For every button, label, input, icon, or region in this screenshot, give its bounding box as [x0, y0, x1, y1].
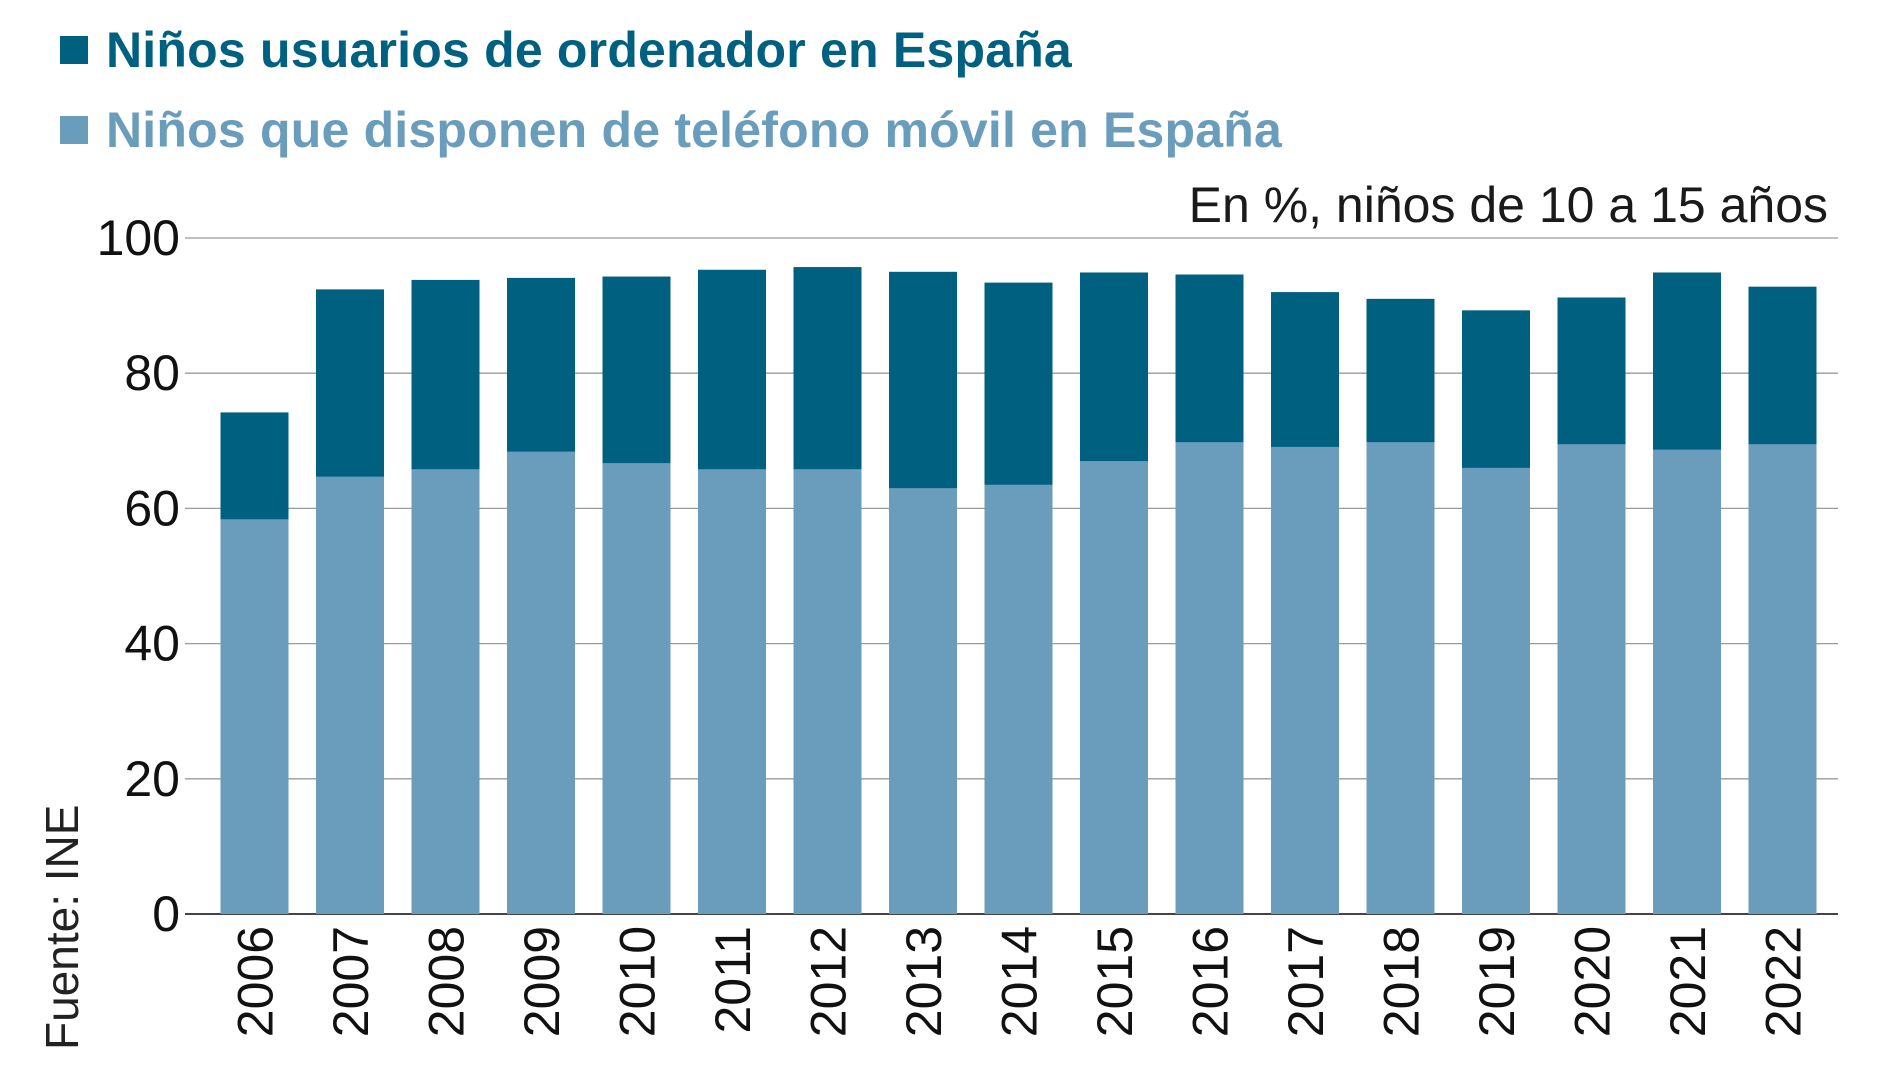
- x-tick-label-2021: 2021: [1660, 926, 1716, 1037]
- bar-mobile-2011: [698, 469, 766, 914]
- legend-item-computer: Niños usuarios de ordenador en España: [60, 10, 1282, 90]
- bar-mobile-2013: [889, 488, 957, 914]
- x-tick-label-2010: 2010: [610, 926, 666, 1037]
- x-tick-label-2016: 2016: [1183, 926, 1239, 1037]
- legend: Niños usuarios de ordenador en España Ni…: [60, 10, 1282, 170]
- x-tick-label-2006: 2006: [228, 926, 284, 1037]
- bar-mobile-2007: [316, 476, 384, 914]
- x-tick-label-2017: 2017: [1278, 926, 1334, 1037]
- y-tick-label-80: 80: [124, 345, 180, 401]
- bar-mobile-2017: [1271, 446, 1339, 914]
- x-tick-label-2009: 2009: [514, 926, 570, 1037]
- bar-mobile-2010: [602, 463, 671, 914]
- x-tick-label-2012: 2012: [801, 926, 857, 1037]
- x-tick-label-2013: 2013: [896, 926, 952, 1037]
- x-tick-label-2018: 2018: [1374, 926, 1430, 1037]
- bar-mobile-2021: [1653, 449, 1721, 914]
- bar-mobile-2014: [984, 484, 1053, 914]
- bar-mobile-2020: [1557, 444, 1626, 914]
- legend-label-mobile: Niños que disponen de teléfono móvil en …: [106, 102, 1283, 158]
- x-tick-label-2015: 2015: [1087, 926, 1143, 1037]
- x-tick-label-2014: 2014: [992, 926, 1048, 1037]
- x-tick-label-2008: 2008: [419, 926, 475, 1037]
- x-tick-label-2007: 2007: [323, 926, 379, 1037]
- bar-mobile-2006: [220, 519, 289, 914]
- y-tick-label-0: 0: [152, 886, 180, 942]
- y-tick-label-60: 60: [124, 480, 180, 536]
- bar-mobile-2018: [1366, 442, 1435, 914]
- bar-mobile-2016: [1175, 442, 1244, 914]
- legend-swatch-mobile: [60, 116, 88, 144]
- chart-subtitle: En %, niños de 10 a 15 años: [1188, 177, 1828, 233]
- x-tick-label-2011: 2011: [705, 926, 761, 1034]
- y-tick-label-40: 40: [124, 616, 180, 672]
- legend-label-computer: Niños usuarios de ordenador en España: [106, 22, 1072, 78]
- bar-mobile-2019: [1462, 467, 1530, 914]
- y-tick-label-100: 100: [97, 210, 180, 266]
- x-tick-label-2020: 2020: [1565, 926, 1621, 1037]
- bar-mobile-2009: [507, 451, 575, 914]
- legend-item-mobile: Niños que disponen de teléfono móvil en …: [60, 90, 1282, 170]
- bar-mobile-2012: [793, 469, 862, 914]
- bar-mobile-2022: [1748, 444, 1817, 914]
- legend-swatch-computer: [60, 36, 88, 64]
- bar-mobile-2008: [411, 469, 480, 914]
- y-tick-label-20: 20: [124, 751, 180, 807]
- x-tick-label-2019: 2019: [1469, 926, 1525, 1037]
- x-tick-label-2022: 2022: [1756, 926, 1812, 1037]
- bar-mobile-2015: [1080, 461, 1148, 914]
